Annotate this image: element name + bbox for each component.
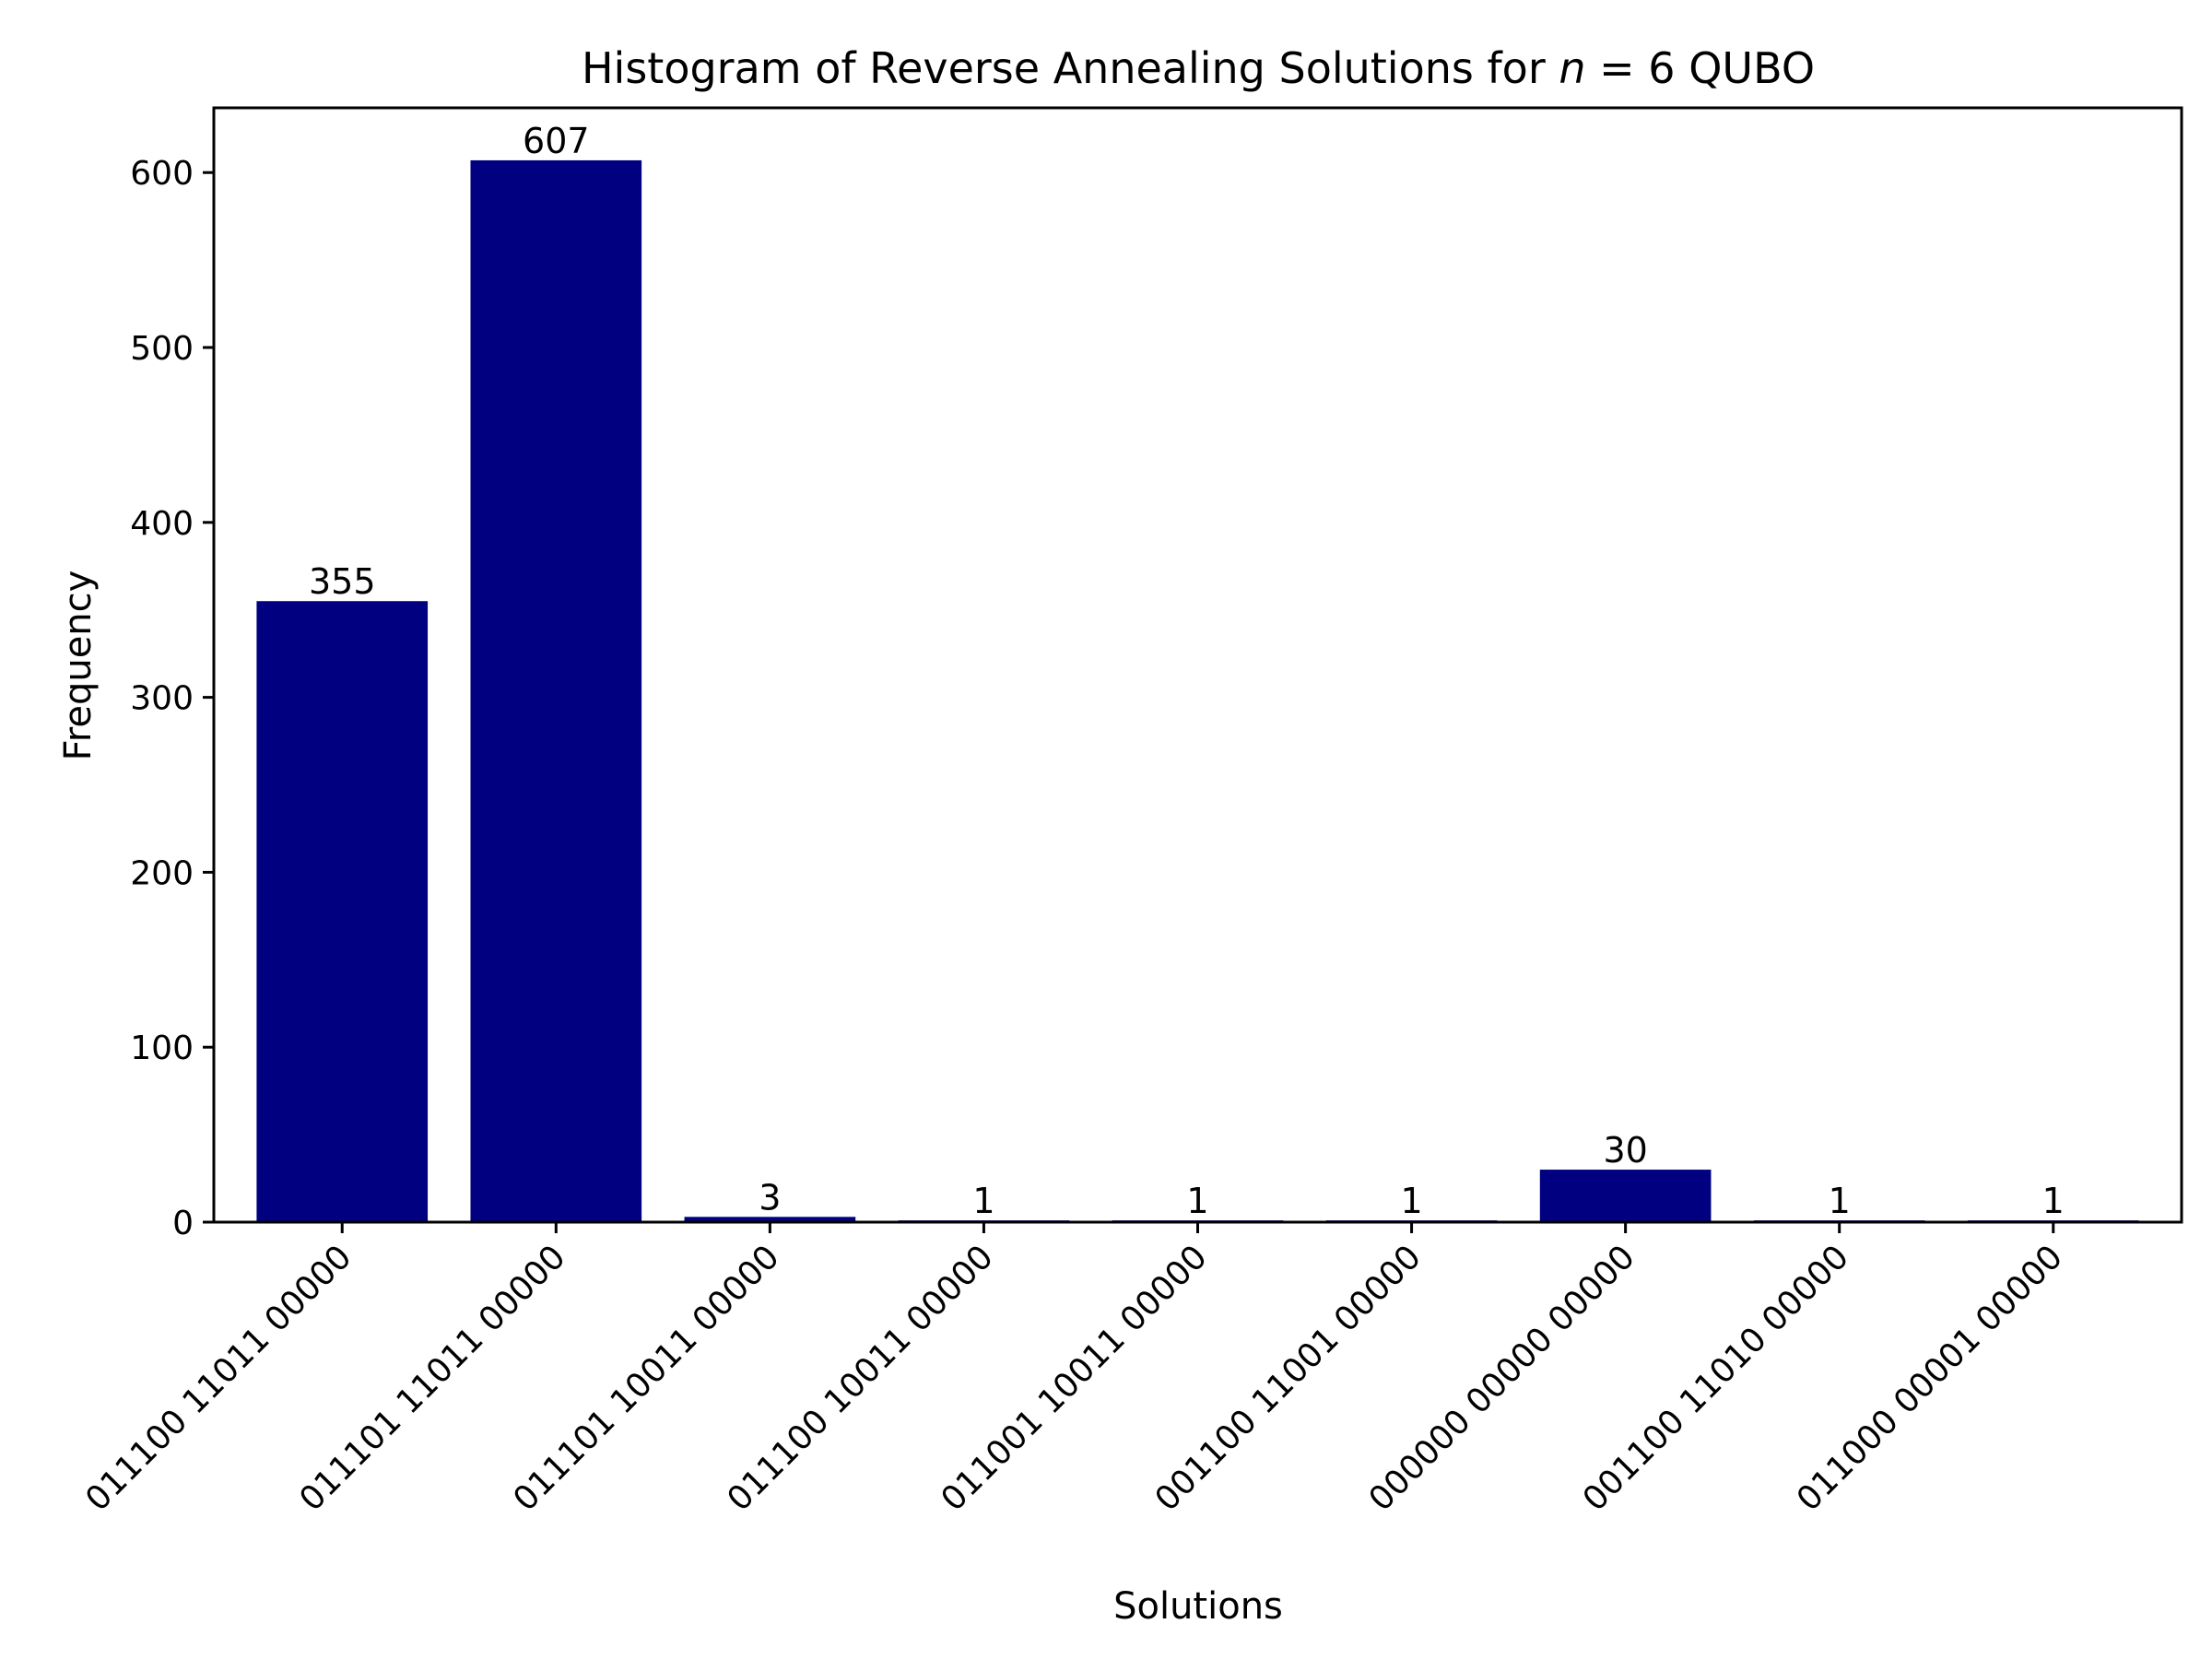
y-axis: 0 100 200 300 400 500 600 [130,155,214,1242]
y-tick-label-3: 200 [130,854,194,892]
y-tick-label-5: 400 [130,505,194,543]
bar-value-label-8: 1 [1829,1181,1851,1221]
chart-title: Histogram of Reverse Annealing Solutions… [582,43,1815,93]
y-tick-label-4: 300 [130,680,194,718]
bar-group [256,159,2139,1223]
bar-2 [470,159,642,1223]
y-tick-label-6: 500 [130,330,194,368]
bar-3 [684,1217,856,1222]
y-axis-label: Frequency [57,571,100,761]
y-tick-label-2: 100 [130,1030,194,1067]
chart-title-variable: n [1559,43,1585,93]
bar-value-label-3: 3 [759,1177,781,1218]
bar-value-label-4: 1 [972,1181,994,1221]
bar-value-label-9: 1 [2042,1181,2065,1221]
bar-value-label-7: 30 [1603,1130,1647,1171]
chart-title-prefix: Histogram of Reverse Annealing Solutions… [582,43,1559,93]
chart-title-suffix: = 6 QUBO [1586,43,1816,93]
bar-value-label-2: 607 [523,121,590,161]
y-tick-label-1: 0 [172,1205,194,1242]
data-label-group: 355 607 3 1 1 1 30 1 1 [309,121,2065,1221]
bar-value-label-1: 355 [309,561,376,602]
y-tick-label-7: 600 [130,155,194,193]
bar-1 [256,601,429,1222]
plot-frame [212,106,2183,1224]
bar-value-label-6: 1 [1400,1181,1422,1221]
bar-7 [1539,1170,1712,1222]
bar-value-label-5: 1 [1186,1181,1208,1221]
x-axis-label: Solutions [1113,1585,1283,1628]
